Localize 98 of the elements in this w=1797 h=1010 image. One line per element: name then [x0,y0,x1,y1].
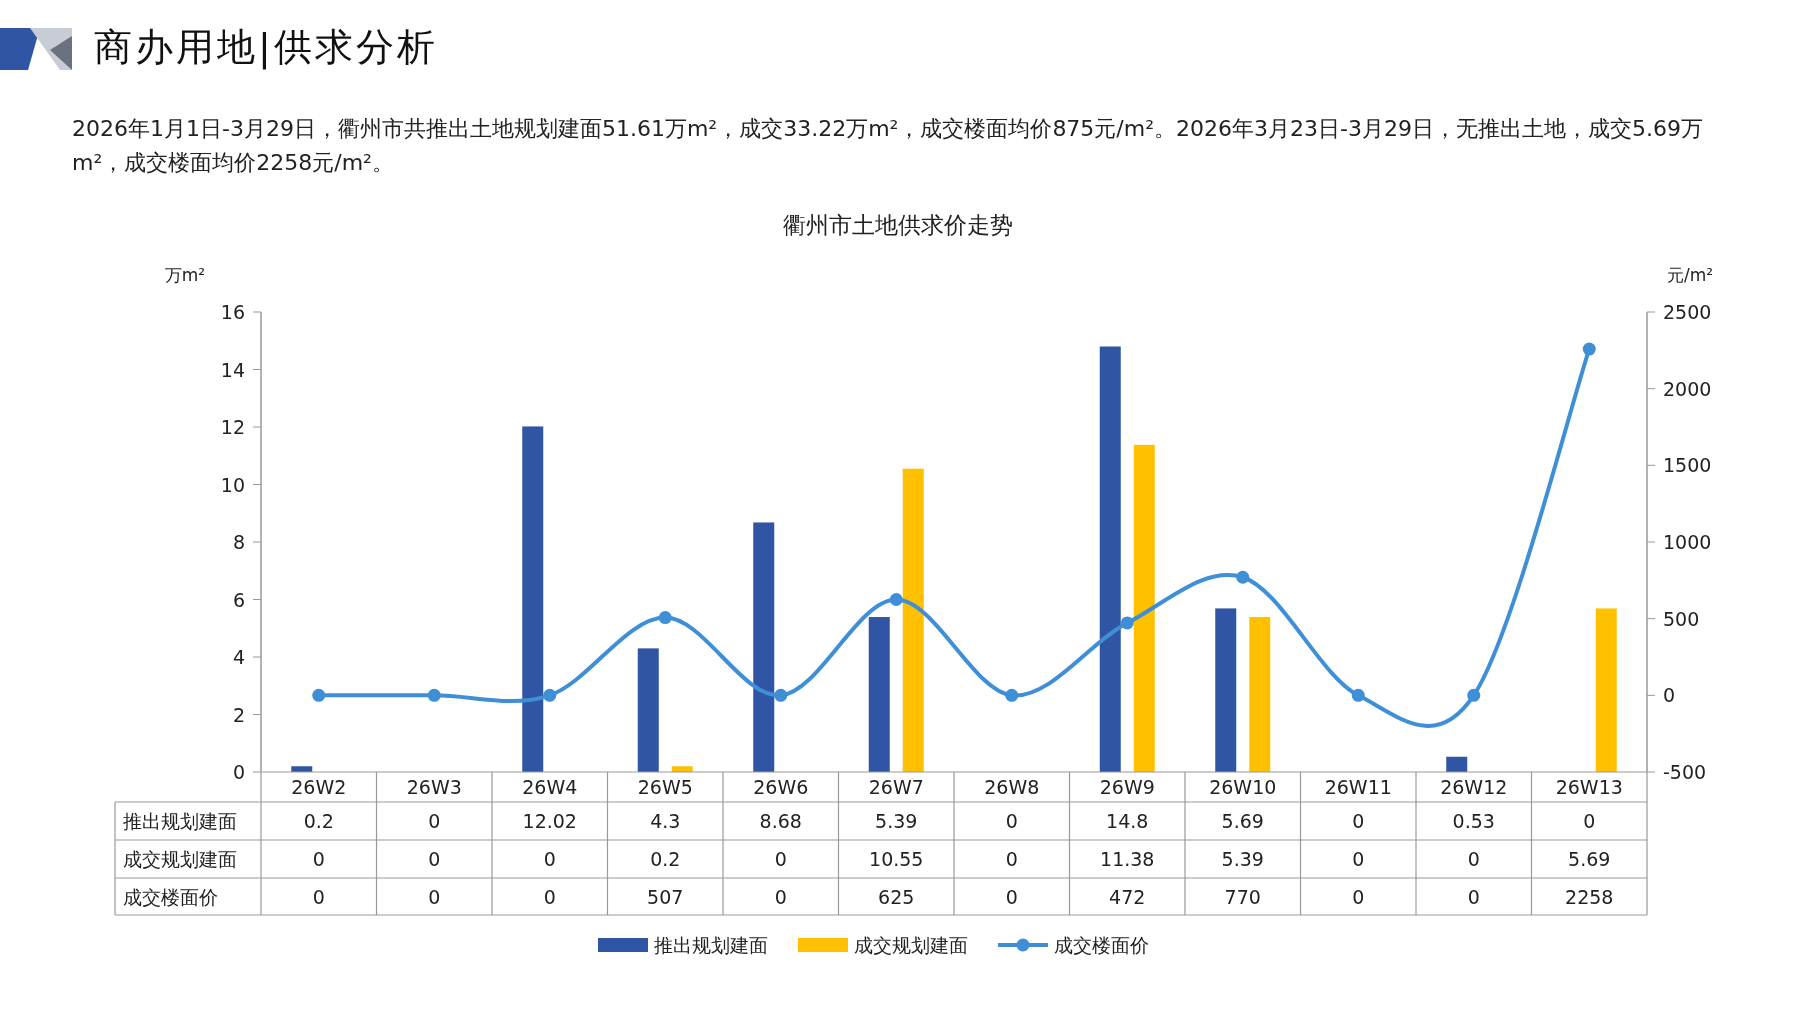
data-label: 0 [428,848,441,870]
data-label: 507 [647,885,684,908]
x-tick-label: 26W9 [1099,776,1155,798]
point [1120,616,1134,630]
y2-axis-title: 元/m² [1666,265,1714,285]
data-label: 10.55 [869,848,924,870]
data-label: 5.69 [1568,848,1611,870]
data-label: 11.38 [1100,848,1155,870]
bar [1099,346,1121,772]
data-label: 0 [774,885,787,908]
data-label: 4.3 [650,810,681,832]
data-label: 0 [312,848,325,870]
point [1582,342,1596,356]
data-label: 5.39 [875,810,918,832]
y-axis-title: 万m² [164,265,206,285]
text: 2026年1月1日-3月29日，衢州市共推出土地规划建面51.61万m²，成交33.22万m²，成交楼面均价875元/m²。2026年3月23日-3月29日，无推出土地，成交5.69万m²，成交楼面均价2258元/m²。 [72,115,1704,177]
point [543,688,557,702]
y-tick-label: 14 [220,358,245,381]
legend-label: 成交规划建面 [854,934,968,956]
legend-label: 成交楼面价 [1054,934,1149,956]
data-label: 0 [774,848,787,870]
data-label: 0 [1467,848,1480,870]
y2-tick-label: 1500 [1663,454,1712,477]
x-tick-label: 26W2 [291,776,347,798]
x-tick-label: 26W6 [753,776,809,798]
x-tick-label: 26W13 [1555,776,1623,798]
data-label: 0 [543,885,556,908]
y2-tick-label: -500 [1663,761,1707,783]
y2-tick-label: 1000 [1663,531,1712,553]
data-label: 0 [1005,810,1018,832]
y2-tick-label: 0 [1663,684,1676,707]
y2-tick-label: 2000 [1663,377,1712,400]
chart-title: 衢州市土地供求价走势 [783,212,1013,238]
y2-tick-label: 2500 [1663,301,1712,323]
data-label: 0 [1352,810,1365,832]
bar [902,468,924,772]
bar [637,648,659,772]
data-label: 472 [1109,885,1146,908]
bar [1249,617,1271,772]
y-tick-label: 16 [220,301,245,323]
text: 成交规划建面 [123,848,237,870]
y-tick-label: 2 [232,703,245,726]
text: 成交楼面价 [123,885,218,908]
x-tick-label: 26W12 [1440,776,1508,798]
bar [522,426,544,772]
point [427,688,441,702]
data-label: 0 [312,885,325,908]
data-label: 0 [1005,885,1018,908]
text: 推出规划建面 [123,810,237,832]
point [1005,688,1019,702]
bar [1215,608,1237,772]
data-label: 625 [878,885,915,908]
bar [868,617,890,772]
point [658,611,672,625]
y2-tick-label: 500 [1663,607,1700,630]
data-label: 770 [1224,885,1261,908]
point [312,688,326,702]
data-label: 0 [1005,848,1018,870]
x-tick-label: 26W8 [984,776,1040,798]
data-label: 0 [543,848,556,870]
x-tick-label: 26W11 [1324,776,1392,798]
data-label: 5.69 [1221,810,1264,832]
data-label: 2258 [1565,885,1614,908]
y-tick-label: 10 [220,473,245,496]
x-tick-label: 26W4 [522,776,578,798]
data-label: 0.2 [650,848,681,870]
data-label: 0 [428,810,441,832]
x-tick-label: 26W5 [637,776,693,798]
x-tick-label: 26W10 [1209,776,1277,798]
legend-label: 推出规划建面 [654,934,768,956]
data-label: 14.8 [1106,810,1149,832]
data-label: 0 [1352,885,1365,908]
x-tick-label: 26W7 [868,776,924,798]
data-label: 12.02 [522,810,577,832]
bar [1133,444,1155,772]
y-tick-label: 12 [220,416,245,438]
bar [1446,756,1468,772]
y-tick-label: 8 [232,531,245,553]
point [889,593,903,606]
point [1236,570,1250,584]
data-label: 5.39 [1221,848,1264,870]
y-tick-label: 4 [232,646,245,668]
data-label: 0 [428,885,441,908]
x-tick-label: 26W3 [406,776,462,798]
data-label: 0.2 [303,810,334,832]
data-label: 0 [1467,885,1480,908]
point [774,688,788,702]
data-label: 0.53 [1452,810,1495,832]
y-tick-label: 0 [232,761,245,783]
text: 商办用地|供求分析 [94,24,438,72]
point [1351,688,1365,702]
data-label: 8.68 [759,810,802,832]
point [1467,688,1481,702]
data-label: 0 [1583,810,1596,832]
data-label: 0 [1352,848,1365,870]
y-tick-label: 6 [232,588,245,611]
bar [753,522,775,772]
bar [1595,608,1617,772]
